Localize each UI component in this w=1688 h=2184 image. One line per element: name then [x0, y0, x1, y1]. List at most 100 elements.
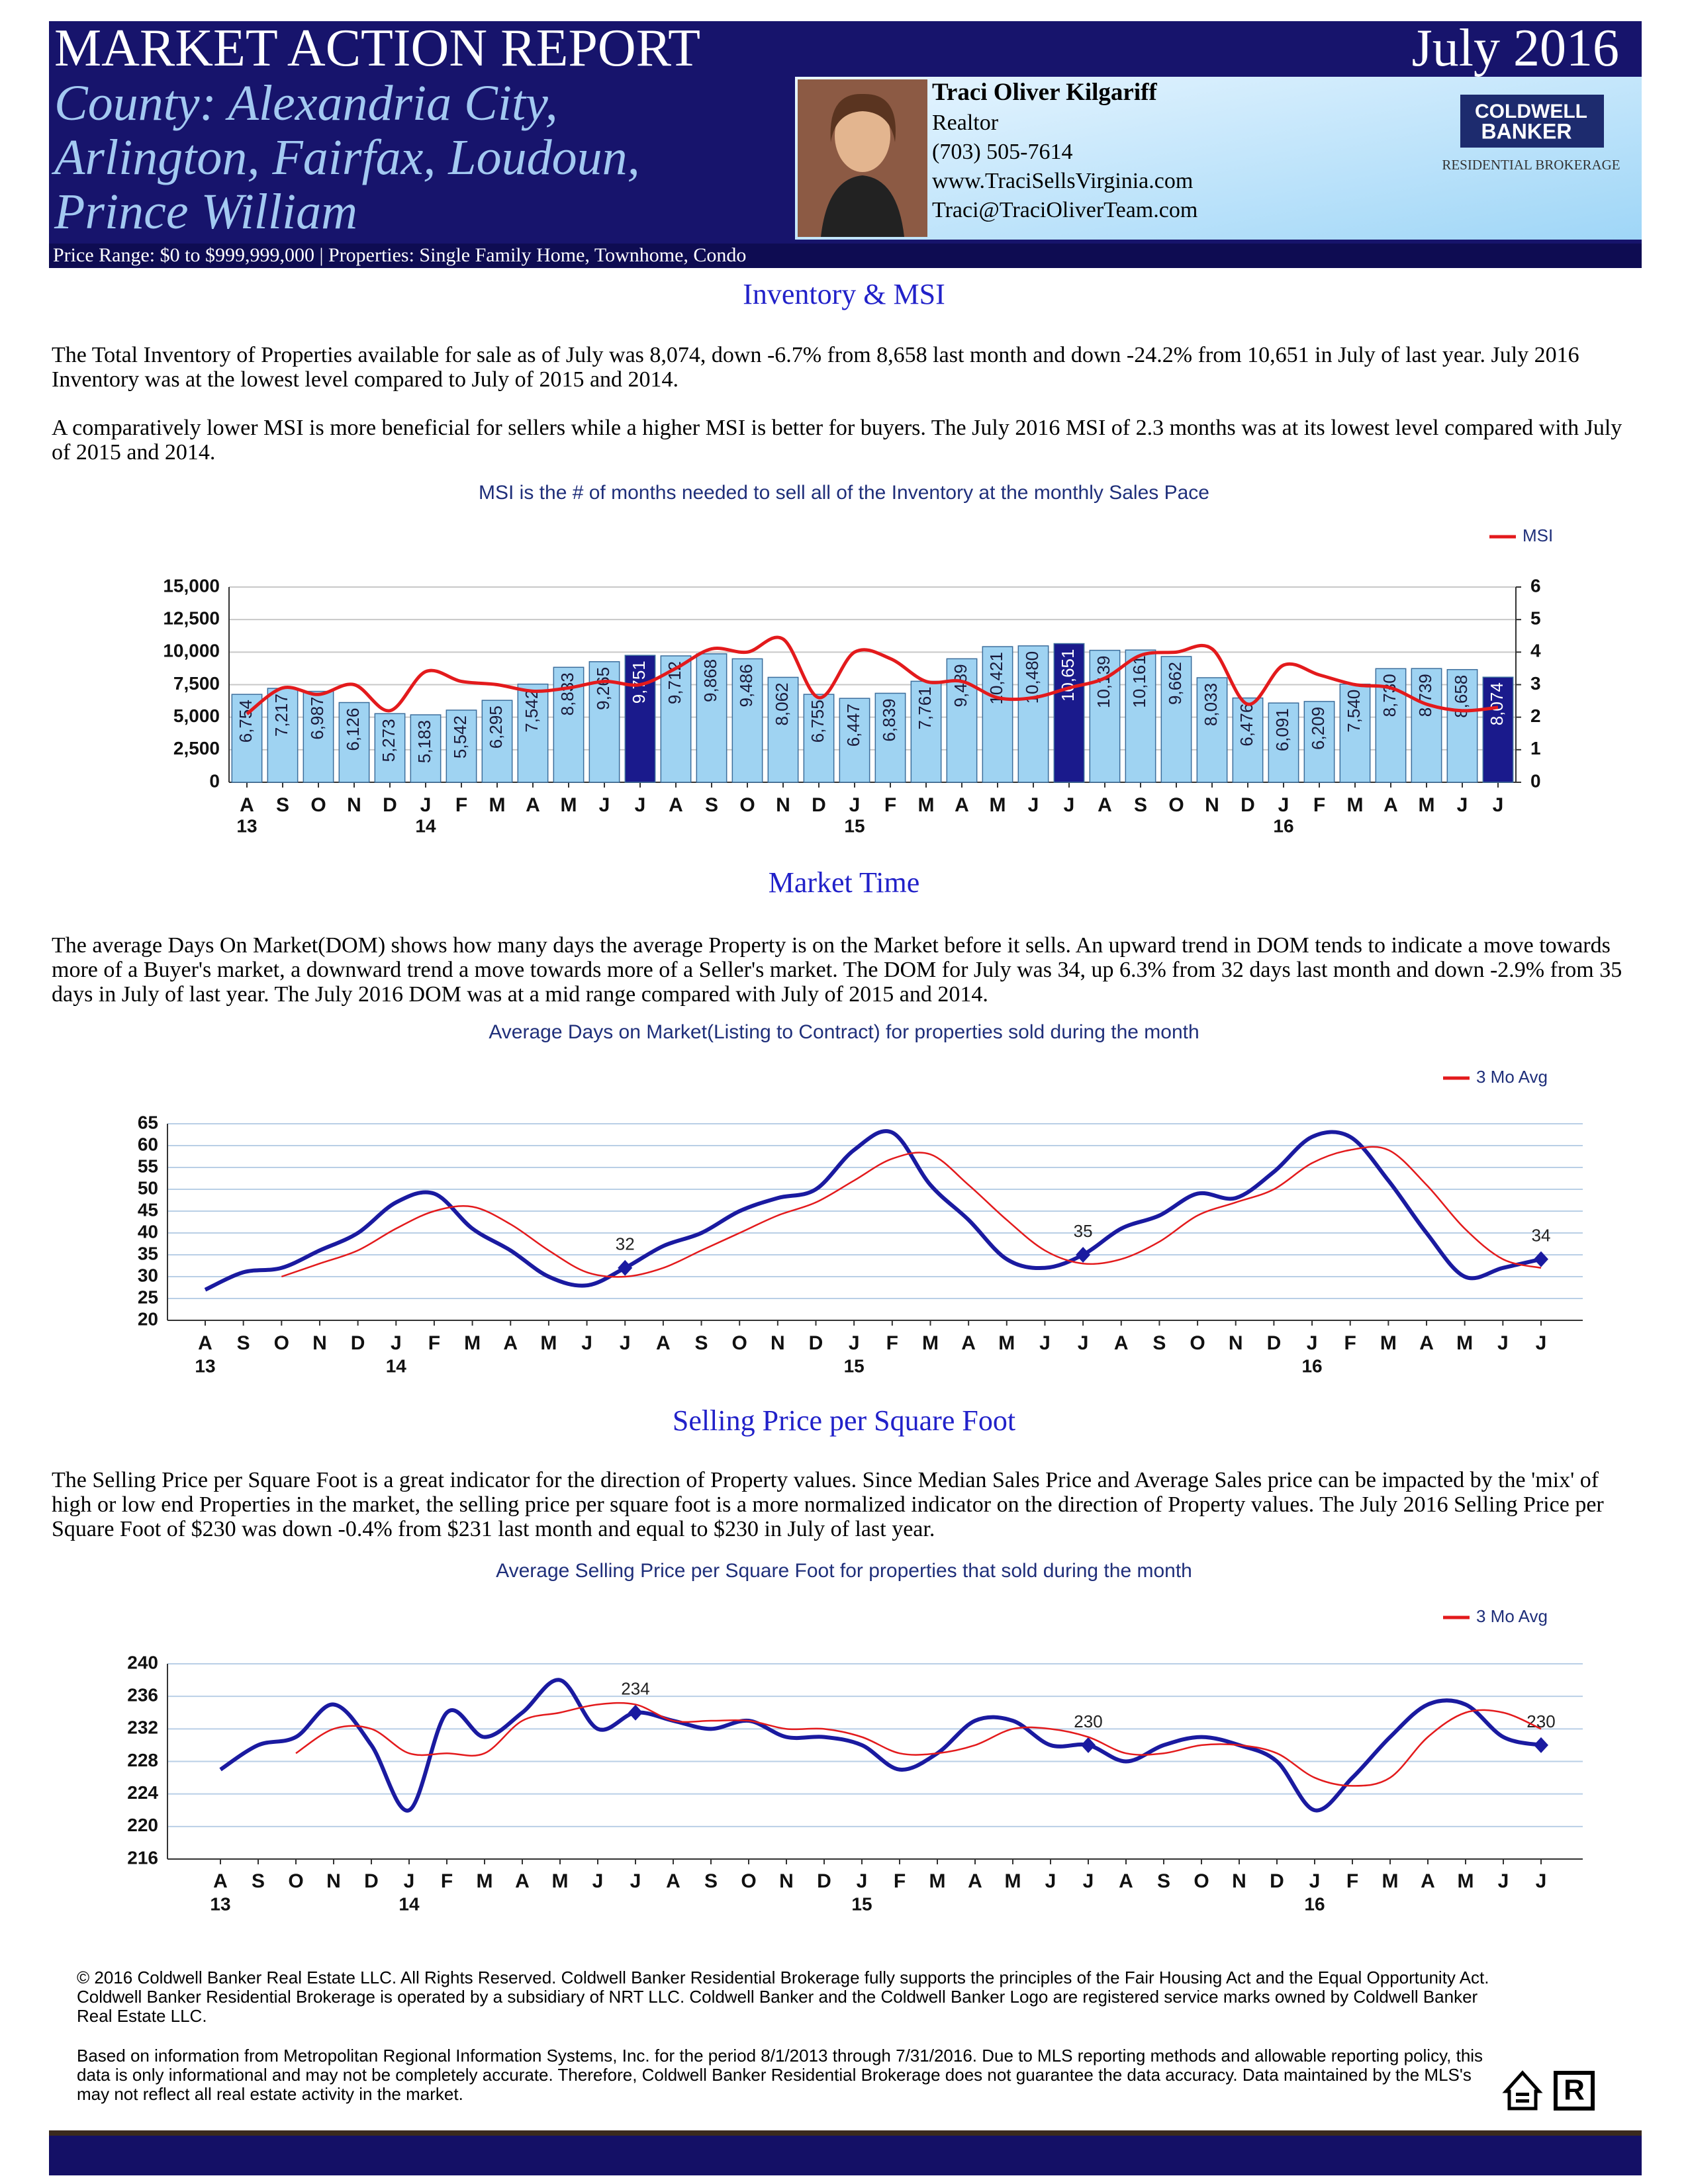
bar [731, 658, 763, 783]
x-year-label: 13 [236, 815, 257, 836]
x-tick-label: J [1078, 1332, 1089, 1354]
bar [1196, 677, 1228, 783]
bar [1303, 701, 1335, 783]
x-tick-label: J [620, 1332, 631, 1354]
county-line: Arlington, Fairfax, Loudoun, [54, 130, 640, 185]
bar-value-label: 8,730 [1380, 674, 1399, 717]
x-tick-label: J [857, 1870, 868, 1892]
bar-value-label: 6,755 [808, 700, 827, 743]
x-tick-label: S [695, 1332, 708, 1354]
line-series [219, 1678, 1542, 1813]
county-line: County: Alexandria City, [54, 75, 558, 131]
x-tick-label: S [704, 1870, 718, 1892]
y-tick-label: 40 [138, 1221, 158, 1242]
bar-value-label: 8,074 [1487, 682, 1507, 725]
x-tick-label: N [312, 1332, 327, 1354]
x-tick-label: J [599, 794, 610, 816]
bar [517, 683, 549, 783]
agent-website[interactable]: www.TraciSellsVirginia.com [932, 169, 1194, 193]
x-tick-label: A [1421, 1870, 1435, 1892]
bar [410, 714, 442, 783]
x-tick-label: A [656, 1332, 671, 1354]
x-tick-label: S [1157, 1870, 1170, 1892]
y2-tick-label: 3 [1530, 673, 1541, 694]
bar-value-label: 7,540 [1344, 690, 1364, 733]
logo-line1: COLDWELL [1475, 101, 1587, 122]
x-tick-label: M [552, 1870, 569, 1892]
x-tick-label: O [741, 1870, 756, 1892]
bar-value-label: 6,447 [843, 704, 863, 747]
line-series [246, 635, 1499, 715]
bar-value-label: 7,761 [915, 686, 935, 729]
bar-value-label: 9,868 [700, 659, 720, 702]
logo-line2: BANKER [1481, 119, 1572, 143]
bar [1268, 702, 1299, 783]
bar [303, 690, 334, 783]
x-tick-label: D [383, 794, 397, 816]
x-year-label: 15 [844, 815, 865, 836]
x-year-label: 16 [1273, 815, 1293, 836]
x-tick-label: A [503, 1332, 518, 1354]
data-label: 35 [1074, 1221, 1093, 1241]
y-tick-label: 232 [127, 1717, 158, 1738]
footer-rule [49, 2130, 1642, 2136]
bar-value-label: 9,265 [593, 667, 613, 710]
x-tick-label: J [1045, 1870, 1056, 1892]
x-tick-label: M [929, 1870, 946, 1892]
x-tick-label: F [886, 1332, 898, 1354]
bar-value-label: 10,161 [1129, 655, 1149, 708]
bar [374, 713, 406, 783]
section-heading: Selling Price per Square Foot [672, 1404, 1016, 1437]
x-year-label: 13 [210, 1893, 230, 1914]
x-tick-label: N [347, 794, 361, 816]
bar-value-label: 8,062 [772, 682, 792, 725]
bar [338, 702, 370, 783]
bar [696, 653, 727, 783]
x-tick-label: A [1383, 794, 1398, 816]
chart-title: Average Days on Market(Listing to Contra… [489, 1021, 1199, 1043]
footer-text: © 2016 Coldwell Banker Real Estate LLC. … [77, 1968, 1489, 2026]
bar-value-label: 6,209 [1308, 707, 1328, 750]
x-tick-label: J [420, 794, 432, 816]
bar [1232, 697, 1264, 783]
x-tick-label: A [669, 794, 683, 816]
photo-face [835, 99, 890, 172]
x-tick-label: A [968, 1870, 982, 1892]
bar [839, 698, 870, 783]
agent-email[interactable]: Traci@TraciOliverTeam.com [932, 198, 1198, 222]
legend-label: 3 Mo Avg [1476, 1606, 1548, 1626]
y-tick-label: 45 [138, 1199, 158, 1220]
bar [1482, 676, 1514, 783]
photo-hair [830, 93, 896, 142]
x-tick-label: J [849, 794, 861, 816]
x-tick-label: A [198, 1332, 212, 1354]
x-tick-label: D [812, 794, 826, 816]
x-tick-label: J [1498, 1870, 1509, 1892]
agent-role: Realtor [932, 111, 999, 135]
y-tick-label: 5,000 [173, 705, 220, 726]
bar-value-label: 6,126 [343, 708, 363, 751]
x-tick-label: M [489, 794, 506, 816]
x-tick-label: M [477, 1870, 493, 1892]
y2-tick-label: 2 [1530, 705, 1541, 726]
y-tick-label: 224 [127, 1782, 158, 1803]
x-tick-label: A [1419, 1332, 1434, 1354]
x-tick-label: J [1457, 794, 1468, 816]
legend-label: 3 Mo Avg [1476, 1067, 1548, 1087]
y-tick-label: 236 [127, 1685, 158, 1706]
line-series [295, 1702, 1542, 1787]
x-tick-label: M [464, 1332, 481, 1354]
x-tick-label: M [540, 1332, 557, 1354]
x-tick-label: J [1064, 794, 1075, 816]
data-label: 234 [621, 1679, 649, 1699]
line-series [204, 1129, 1542, 1292]
y-tick-label: 216 [127, 1847, 158, 1868]
bar [1160, 656, 1192, 783]
bar [481, 700, 513, 783]
y-tick-label: 25 [138, 1287, 158, 1307]
report-title: MARKET ACTION REPORT [54, 19, 701, 77]
data-label: 32 [616, 1234, 635, 1254]
price-band [49, 244, 1642, 268]
